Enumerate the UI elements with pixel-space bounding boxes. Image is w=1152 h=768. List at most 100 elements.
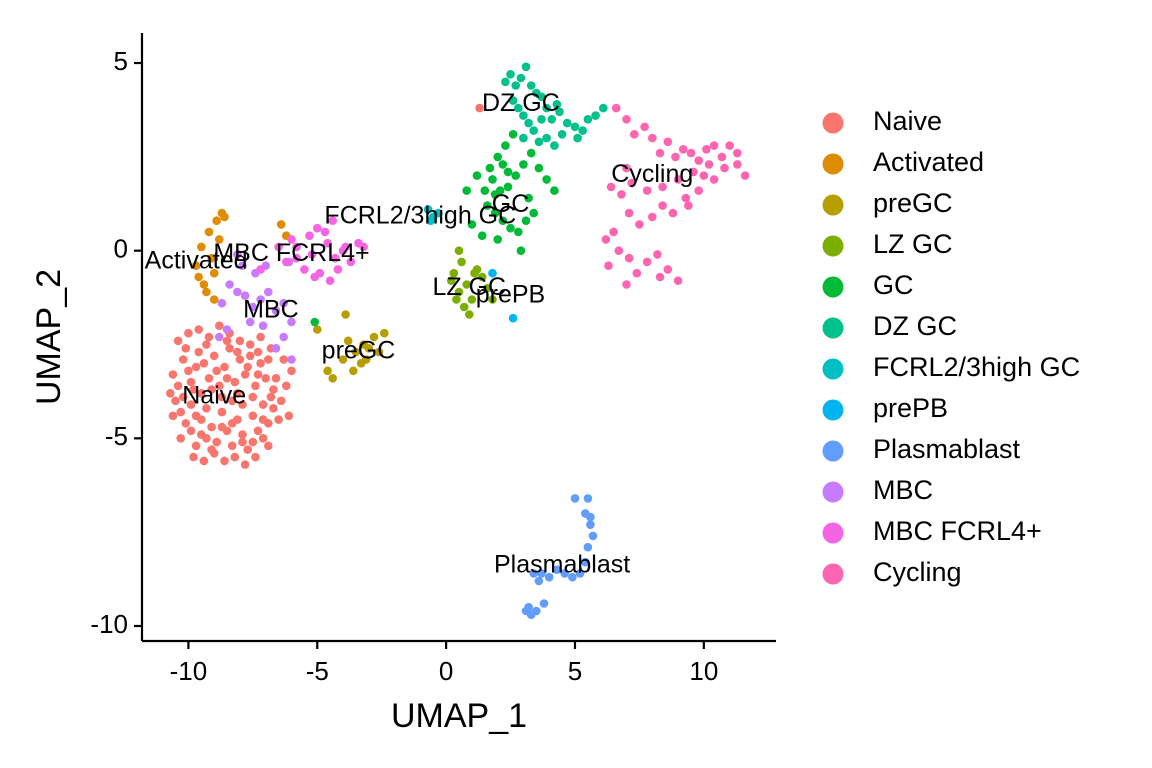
point-naive-40 — [173, 336, 183, 346]
point-mbc-15 — [233, 250, 242, 259]
ticks-layer: -10 -5 0 5 10 5 0 -5 -10 — [90, 46, 718, 686]
point-plasmablast-8 — [575, 569, 585, 578]
point-naive-51 — [199, 456, 209, 466]
point-naive-34 — [243, 445, 252, 454]
point-cycling-18 — [720, 163, 729, 173]
x-tick-label: 5 — [568, 656, 582, 686]
point-gc-23 — [477, 231, 487, 240]
point-naive-7 — [204, 374, 214, 383]
point-mbc-fcrl4--12 — [313, 223, 322, 233]
point-plasmablast-11 — [552, 565, 562, 574]
point-plasmablast-4 — [586, 520, 595, 529]
point-naive-88 — [264, 355, 273, 364]
point-cycling-41 — [653, 250, 662, 259]
legend-label-pregc: preGC — [873, 188, 953, 218]
point-naive-91 — [197, 415, 206, 424]
point-cycling-16 — [740, 171, 750, 180]
point-pregc-9 — [338, 355, 348, 364]
point-cycling-38 — [624, 253, 634, 263]
point-cycling-26 — [606, 182, 616, 192]
point-naive-15 — [245, 351, 255, 361]
point-cycling-39 — [632, 268, 642, 278]
point-cycling-29 — [648, 212, 657, 222]
cluster-label-plasmablast: Plasmablast — [494, 551, 630, 579]
point-mbc-fcrl4--14 — [328, 216, 338, 225]
point-mbc-3 — [248, 302, 258, 312]
point-gc-18 — [501, 141, 510, 150]
x-axis-title: UMAP_1 — [391, 697, 527, 735]
point-lz-gc-1 — [454, 287, 464, 297]
point-cycling-8 — [678, 145, 688, 154]
legend-key-gc — [822, 276, 844, 298]
point-naive-6 — [199, 359, 209, 368]
legend-key-lz-gc — [822, 235, 844, 257]
point-naive-97 — [258, 415, 268, 424]
point-naive-93 — [217, 422, 227, 432]
point-naive-0 — [168, 370, 178, 379]
point-naive-80 — [181, 344, 191, 353]
point-mbc-fcrl4--22 — [359, 242, 368, 252]
point-pregc-4 — [369, 332, 379, 342]
point-pregc-6 — [380, 328, 389, 338]
point-dz-gc-9 — [514, 103, 523, 113]
point-cycling-14 — [725, 141, 734, 150]
point-dz-gc-27 — [519, 133, 528, 143]
point-naive-78 — [253, 347, 263, 357]
point-pregc-14 — [361, 355, 371, 364]
x-tick-label: 0 — [439, 656, 453, 686]
point-cycling-34 — [709, 175, 719, 184]
point-gc-14 — [514, 227, 523, 237]
point-gc-4 — [511, 171, 520, 180]
point-plasmablast-6 — [583, 542, 593, 552]
y-tick-label: 0 — [114, 234, 128, 264]
point-cycling-15 — [733, 160, 742, 169]
point-naive-90 — [186, 426, 196, 436]
point-cycling-48 — [622, 163, 631, 173]
cluster-label-lz-gc: LZ GC — [432, 273, 506, 301]
point-fcrl2-3high-gc-2 — [434, 208, 443, 218]
point-mbc-7 — [279, 298, 289, 308]
point-gc-1 — [488, 175, 497, 184]
point-gc-15 — [521, 216, 531, 225]
point-naive-74 — [191, 441, 201, 451]
point-naive-56 — [251, 452, 260, 462]
point-plasmablast-1 — [583, 494, 593, 503]
legend-label-gc: GC — [873, 270, 914, 300]
point-mbc-4 — [256, 295, 265, 304]
point-cycling-3 — [640, 122, 649, 132]
cluster-label-gc: GC — [492, 190, 530, 218]
point-naive-83 — [212, 366, 221, 376]
point-mbc-fcrl4--18 — [333, 265, 343, 274]
point-plasmablast-5 — [588, 531, 598, 541]
point-mbc-fcrl4--1 — [282, 257, 291, 267]
point-mbc-fcrl4--7 — [331, 253, 340, 263]
legend-key-naive — [822, 112, 844, 134]
y-axis-title: UMAP_2 — [30, 269, 68, 405]
point-dz-gc-0 — [501, 77, 510, 87]
point-gc-31 — [490, 190, 500, 199]
point-plasmablast-7 — [581, 557, 590, 567]
point-naive-33 — [238, 430, 247, 439]
point-gc-12 — [498, 216, 508, 225]
point-dz-gc-13 — [537, 115, 546, 124]
point-cycling-24 — [627, 178, 636, 188]
point-cycling-23 — [642, 186, 652, 195]
point-naive-76 — [222, 374, 232, 383]
point-naive-73 — [176, 434, 185, 443]
legend-key-cycling — [822, 563, 844, 585]
point-naive-28 — [212, 437, 221, 447]
point-cycling-5 — [655, 148, 665, 158]
point-gc-27 — [524, 193, 533, 203]
point-naive-44 — [215, 321, 224, 331]
point-plasmablast-14 — [529, 569, 538, 578]
point-gc-10 — [483, 201, 492, 210]
point-plasmablast-3 — [581, 509, 590, 518]
point-mbc-fcrl4--20 — [256, 265, 265, 274]
cluster-label-prepb: prePB — [476, 280, 545, 308]
point-cycling-17 — [733, 148, 742, 158]
point-mbc-2 — [240, 291, 250, 301]
point-gc-11 — [490, 208, 500, 218]
point-mbc-fcrl4--16 — [287, 235, 296, 244]
point-activated-8 — [215, 235, 224, 244]
